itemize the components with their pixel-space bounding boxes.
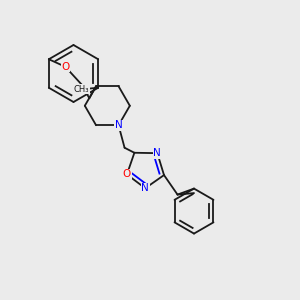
Text: O: O <box>61 62 69 72</box>
Text: O: O <box>123 169 131 179</box>
Text: CH₃: CH₃ <box>74 85 89 94</box>
Text: N: N <box>141 183 149 193</box>
Text: N: N <box>153 148 161 158</box>
Text: N: N <box>115 120 122 130</box>
